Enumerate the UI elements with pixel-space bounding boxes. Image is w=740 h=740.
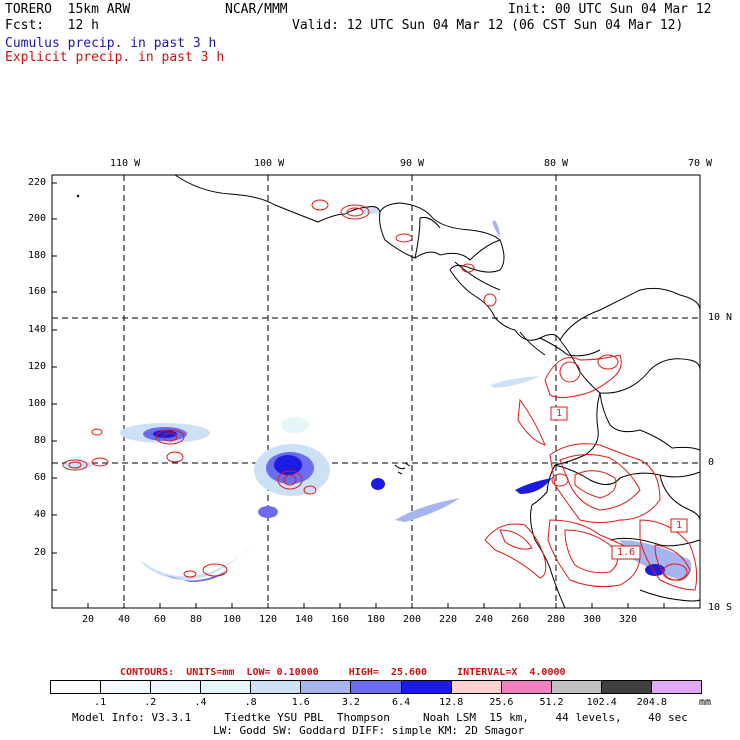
colorbar-label: .2 bbox=[144, 697, 157, 708]
x-tick: 240 bbox=[475, 614, 494, 625]
x-tick: 20 bbox=[82, 614, 95, 625]
colorbar-label: 12.8 bbox=[439, 697, 464, 708]
x-tick: 140 bbox=[295, 614, 314, 625]
contour-info: CONTOURS: UNITS=mm LOW= 0.10000 HIGH= 25… bbox=[120, 667, 566, 678]
colorbar-swatch bbox=[201, 681, 252, 693]
x-tick: 100 bbox=[223, 614, 242, 625]
contour-label-boxes bbox=[550, 406, 688, 560]
colorbar-swatch bbox=[551, 681, 602, 693]
colorbar-label: 51.2 bbox=[539, 697, 564, 708]
x-tick: 280 bbox=[547, 614, 566, 625]
x-tick: 320 bbox=[619, 614, 638, 625]
colorbar-label: .4 bbox=[194, 697, 207, 708]
lon-label-90w: 90 W bbox=[400, 158, 425, 169]
y-tick: 100 bbox=[27, 398, 46, 409]
y-tick: 20 bbox=[33, 547, 46, 558]
lat-label-0: 0 bbox=[708, 457, 715, 468]
colorbar-label: .1 bbox=[94, 697, 107, 708]
y-tick: 40 bbox=[33, 509, 46, 520]
lon-label-70w: 70 W bbox=[688, 158, 713, 169]
colorbar-label: 1.6 bbox=[291, 697, 310, 708]
x-tick: 220 bbox=[439, 614, 458, 625]
contour-value-2: 1.6 bbox=[617, 547, 636, 558]
center-name: NCAR/MMM bbox=[225, 2, 288, 17]
explicit-precip-contours bbox=[62, 199, 698, 591]
lon-label-80w: 80 W bbox=[544, 158, 569, 169]
precip-colorbar bbox=[50, 680, 702, 694]
y-tick: 80 bbox=[33, 435, 46, 446]
island-marker bbox=[76, 194, 80, 198]
colorbar-swatch bbox=[601, 681, 652, 693]
x-tick: 160 bbox=[331, 614, 350, 625]
colorbar-swatch bbox=[401, 681, 452, 693]
model-info-line1: Model Info: V3.3.1 Tiedtke YSU PBL Thomp… bbox=[72, 711, 688, 724]
colorbar-label: 6.4 bbox=[392, 697, 411, 708]
init-time: Init: 00 UTC Sun 04 Mar 12 bbox=[508, 2, 712, 17]
contour-value-3: 1 bbox=[676, 520, 683, 531]
lat-label-10n: 10 N bbox=[708, 312, 733, 323]
colorbar-label: 204.8 bbox=[636, 697, 667, 708]
lat-label-10s: 10 S bbox=[708, 602, 733, 613]
colorbar-swatch bbox=[101, 681, 152, 693]
colorbar-swatch bbox=[51, 681, 102, 693]
coastlines bbox=[174, 174, 701, 609]
valid-time: Valid: 12 UTC Sun 04 Mar 12 (06 CST Sun … bbox=[292, 18, 684, 33]
colorbar-swatch bbox=[301, 681, 352, 693]
colorbar-swatch bbox=[501, 681, 552, 693]
x-tick: 200 bbox=[403, 614, 422, 625]
latlon-grid bbox=[52, 175, 700, 608]
colorbar-label: 102.4 bbox=[586, 697, 617, 708]
x-tick: 260 bbox=[511, 614, 530, 625]
x-tick: 80 bbox=[190, 614, 203, 625]
colorbar-label: 3.2 bbox=[341, 697, 360, 708]
map-frame bbox=[51, 174, 701, 609]
x-tick: 120 bbox=[259, 614, 278, 625]
contour-value-1: 1 bbox=[556, 408, 563, 419]
colorbar-swatch bbox=[151, 681, 202, 693]
y-tick: 140 bbox=[27, 324, 46, 335]
colorbar-label: 25.6 bbox=[489, 697, 514, 708]
lon-label-110w: 110 W bbox=[110, 158, 141, 169]
y-tick: 160 bbox=[27, 286, 46, 297]
y-tick: 220 bbox=[27, 177, 46, 188]
x-tick: 180 bbox=[367, 614, 386, 625]
y-tick: 200 bbox=[27, 213, 46, 224]
y-tick: 180 bbox=[27, 250, 46, 261]
colorbar-label: .8 bbox=[244, 697, 257, 708]
lon-label-100w: 100 W bbox=[254, 158, 285, 169]
x-tick: 300 bbox=[583, 614, 602, 625]
model-info-line2: LW: Godd SW: Goddard DIFF: simple KM: 2D… bbox=[213, 724, 525, 737]
field-label-cumulus: Cumulus precip. in past 3 h bbox=[5, 36, 217, 51]
model-title: TORERO 15km ARW bbox=[5, 2, 131, 17]
colorbar-swatch bbox=[451, 681, 502, 693]
frame-ticks bbox=[52, 182, 665, 608]
x-tick: 60 bbox=[154, 614, 167, 625]
colorbar-swatch bbox=[351, 681, 402, 693]
x-tick: 40 bbox=[118, 614, 131, 625]
colorbar-swatch bbox=[651, 681, 702, 693]
forecast-hour: Fcst: 12 h bbox=[5, 18, 99, 33]
y-tick: 120 bbox=[27, 361, 46, 372]
y-tick: 60 bbox=[33, 472, 46, 483]
colorbar-label: mm bbox=[698, 697, 712, 708]
colorbar-swatch bbox=[251, 681, 302, 693]
field-label-explicit: Explicit precip. in past 3 h bbox=[5, 50, 225, 65]
